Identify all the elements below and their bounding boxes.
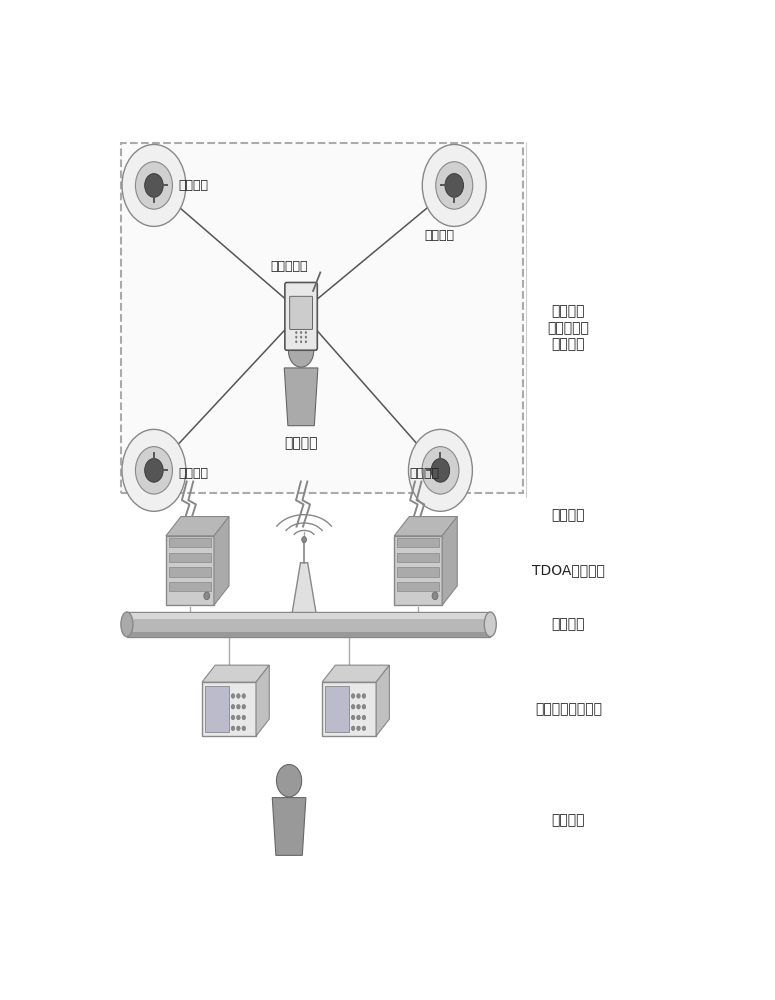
Text: 固定锚点: 固定锚点	[424, 229, 454, 242]
Circle shape	[356, 715, 360, 720]
Circle shape	[236, 715, 240, 720]
Circle shape	[300, 331, 302, 334]
Circle shape	[236, 694, 240, 698]
Polygon shape	[322, 665, 389, 682]
Ellipse shape	[121, 612, 133, 637]
Circle shape	[236, 726, 240, 731]
Circle shape	[351, 704, 355, 709]
FancyBboxPatch shape	[397, 567, 439, 577]
Text: 固定锚点: 固定锚点	[178, 179, 208, 192]
Circle shape	[436, 162, 473, 209]
Circle shape	[122, 429, 186, 511]
Circle shape	[231, 726, 235, 731]
Circle shape	[231, 694, 235, 698]
Polygon shape	[202, 665, 269, 682]
Circle shape	[356, 704, 360, 709]
FancyBboxPatch shape	[169, 553, 211, 562]
Circle shape	[422, 447, 459, 494]
Circle shape	[300, 336, 302, 339]
Circle shape	[145, 458, 164, 482]
Polygon shape	[394, 517, 457, 536]
FancyBboxPatch shape	[169, 567, 211, 577]
FancyBboxPatch shape	[127, 613, 491, 619]
FancyBboxPatch shape	[202, 682, 256, 736]
Text: 用户呈现: 用户呈现	[552, 814, 585, 828]
FancyBboxPatch shape	[127, 632, 491, 637]
Polygon shape	[284, 368, 318, 426]
Circle shape	[362, 726, 366, 731]
Circle shape	[431, 458, 449, 482]
FancyBboxPatch shape	[166, 536, 214, 605]
Ellipse shape	[484, 612, 496, 637]
Circle shape	[242, 726, 246, 731]
Circle shape	[295, 340, 298, 343]
Circle shape	[305, 336, 307, 339]
Circle shape	[356, 694, 360, 698]
Circle shape	[295, 331, 298, 334]
Circle shape	[432, 592, 438, 600]
Circle shape	[122, 144, 186, 226]
Circle shape	[305, 331, 307, 334]
Circle shape	[136, 447, 172, 494]
Text: 固定锚点: 固定锚点	[178, 467, 208, 480]
Circle shape	[145, 174, 164, 197]
Circle shape	[231, 704, 235, 709]
Circle shape	[288, 335, 314, 367]
Circle shape	[422, 144, 486, 226]
Text: 优化卡尔曼滤波器: 优化卡尔曼滤波器	[535, 702, 602, 716]
Circle shape	[295, 336, 298, 339]
Text: 固定锚点: 固定锚点	[409, 467, 439, 480]
FancyBboxPatch shape	[285, 282, 317, 350]
Circle shape	[300, 340, 302, 343]
FancyBboxPatch shape	[127, 612, 491, 637]
Circle shape	[362, 715, 366, 720]
Polygon shape	[214, 517, 229, 605]
Polygon shape	[376, 665, 389, 736]
Text: 室内建立
超声波被动
定位系统: 室内建立 超声波被动 定位系统	[547, 305, 589, 351]
Circle shape	[351, 726, 355, 731]
Circle shape	[301, 537, 306, 543]
Polygon shape	[272, 798, 306, 855]
Circle shape	[351, 715, 355, 720]
Circle shape	[236, 704, 240, 709]
Circle shape	[136, 162, 172, 209]
FancyBboxPatch shape	[322, 682, 376, 736]
Text: 服务用户: 服务用户	[284, 436, 318, 450]
FancyBboxPatch shape	[397, 538, 439, 547]
FancyBboxPatch shape	[169, 582, 211, 591]
Circle shape	[445, 174, 463, 197]
Circle shape	[277, 764, 301, 797]
Polygon shape	[166, 517, 229, 536]
Circle shape	[408, 429, 473, 511]
Circle shape	[242, 704, 246, 709]
Polygon shape	[256, 665, 269, 736]
FancyBboxPatch shape	[121, 143, 523, 493]
Circle shape	[351, 694, 355, 698]
Circle shape	[231, 715, 235, 720]
Circle shape	[242, 715, 246, 720]
Text: 待定位节点: 待定位节点	[270, 260, 308, 273]
FancyBboxPatch shape	[397, 553, 439, 562]
Circle shape	[305, 340, 307, 343]
Text: 数据交换: 数据交换	[552, 508, 585, 522]
FancyBboxPatch shape	[169, 538, 211, 547]
FancyBboxPatch shape	[326, 686, 349, 732]
Circle shape	[362, 704, 366, 709]
Polygon shape	[291, 563, 317, 620]
Circle shape	[356, 726, 360, 731]
Text: TDOA定位算法: TDOA定位算法	[532, 563, 605, 577]
Text: 数据交换: 数据交换	[552, 617, 585, 631]
Circle shape	[362, 694, 366, 698]
FancyBboxPatch shape	[290, 296, 312, 329]
Polygon shape	[443, 517, 457, 605]
Circle shape	[242, 694, 246, 698]
FancyBboxPatch shape	[394, 536, 443, 605]
FancyBboxPatch shape	[397, 582, 439, 591]
FancyBboxPatch shape	[205, 686, 229, 732]
Circle shape	[204, 592, 210, 600]
